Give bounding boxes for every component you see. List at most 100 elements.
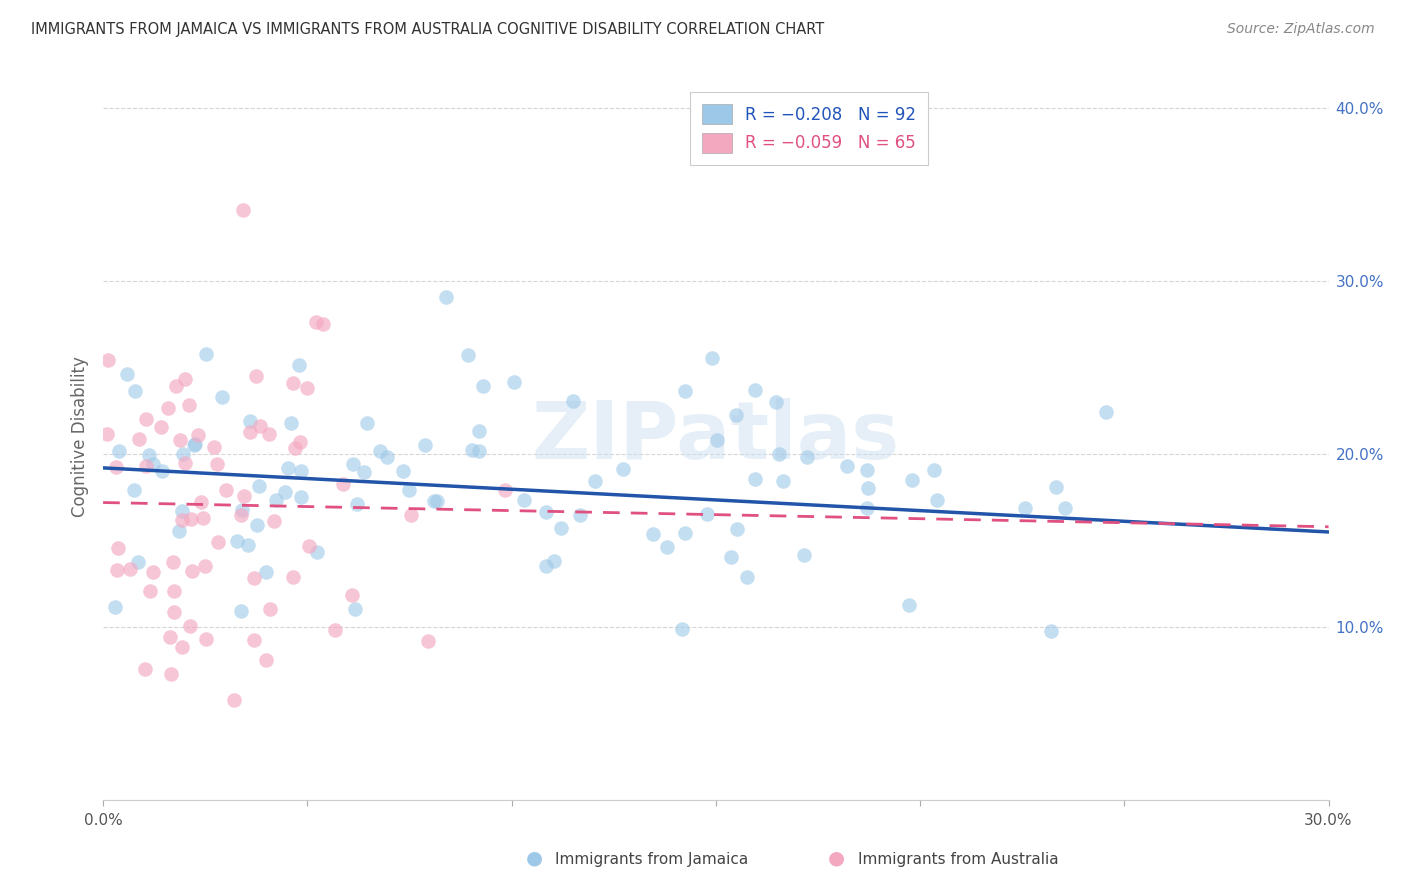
- Point: [696, 507, 718, 521]
- Point: [115, 367, 138, 381]
- Point: [283, 376, 305, 390]
- Point: [562, 393, 585, 408]
- Point: [107, 444, 129, 458]
- Point: [174, 372, 197, 386]
- Point: [288, 434, 311, 449]
- Point: [150, 464, 173, 478]
- Point: [245, 368, 267, 383]
- Point: [243, 571, 266, 585]
- Point: [105, 563, 128, 577]
- Point: [392, 464, 415, 478]
- Point: [194, 559, 217, 574]
- Point: [346, 497, 368, 511]
- Point: [107, 541, 129, 555]
- Point: [323, 623, 346, 637]
- Point: [298, 539, 321, 553]
- Point: [179, 619, 201, 633]
- Point: [332, 476, 354, 491]
- Point: [195, 632, 218, 646]
- Point: [700, 351, 723, 365]
- Point: [1040, 624, 1063, 638]
- Point: [744, 473, 766, 487]
- Point: [368, 444, 391, 458]
- Point: [274, 485, 297, 500]
- Point: [187, 428, 209, 442]
- Point: [254, 566, 277, 580]
- Point: [460, 442, 482, 457]
- Point: [163, 605, 186, 619]
- Point: [97, 352, 120, 367]
- Point: [512, 493, 534, 508]
- Point: [643, 527, 665, 541]
- Point: [856, 481, 879, 495]
- Point: [222, 692, 245, 706]
- Point: [254, 653, 277, 667]
- Point: [706, 433, 728, 447]
- Point: [124, 384, 146, 398]
- Point: [569, 508, 592, 522]
- Point: [232, 489, 254, 503]
- Point: [239, 425, 262, 440]
- Point: [673, 526, 696, 541]
- Point: [128, 432, 150, 446]
- Text: Immigrants from Jamaica: Immigrants from Jamaica: [555, 852, 748, 867]
- Point: [724, 408, 747, 422]
- Point: [181, 564, 204, 578]
- Point: [297, 381, 319, 395]
- Point: [793, 548, 815, 562]
- Point: [1014, 501, 1036, 516]
- Point: [398, 483, 420, 497]
- Point: [142, 565, 165, 579]
- Point: [855, 463, 877, 477]
- Point: [284, 441, 307, 455]
- Point: [467, 424, 489, 438]
- Point: [159, 630, 181, 644]
- Point: [673, 384, 696, 398]
- Point: [305, 315, 328, 329]
- Point: [399, 508, 422, 523]
- Point: [149, 419, 172, 434]
- Point: [353, 465, 375, 479]
- Point: [925, 492, 948, 507]
- Point: [190, 495, 212, 509]
- Point: [283, 569, 305, 583]
- Point: [162, 556, 184, 570]
- Y-axis label: Cognitive Disability: Cognitive Disability: [72, 356, 89, 517]
- Text: ●: ●: [828, 848, 845, 867]
- Point: [1053, 501, 1076, 516]
- Point: [467, 444, 489, 458]
- Point: [239, 414, 262, 428]
- Point: [249, 418, 271, 433]
- Point: [160, 666, 183, 681]
- Point: [135, 459, 157, 474]
- Point: [122, 483, 145, 497]
- Point: [434, 290, 457, 304]
- Point: [263, 514, 285, 528]
- Point: [202, 440, 225, 454]
- Point: [671, 622, 693, 636]
- Point: [142, 457, 165, 471]
- Point: [163, 583, 186, 598]
- Point: [229, 508, 252, 522]
- Point: [344, 602, 367, 616]
- Point: [922, 463, 945, 477]
- Point: [375, 450, 398, 464]
- Text: IMMIGRANTS FROM JAMAICA VS IMMIGRANTS FROM AUSTRALIA COGNITIVE DISABILITY CORREL: IMMIGRANTS FROM JAMAICA VS IMMIGRANTS FR…: [31, 22, 824, 37]
- Point: [169, 433, 191, 447]
- Point: [550, 521, 572, 535]
- Point: [170, 640, 193, 654]
- Point: [583, 474, 606, 488]
- Point: [796, 450, 818, 464]
- Point: [191, 510, 214, 524]
- Point: [342, 588, 364, 602]
- Point: [534, 559, 557, 574]
- Point: [215, 483, 238, 498]
- Point: [290, 491, 312, 505]
- Point: [138, 448, 160, 462]
- Point: [280, 416, 302, 430]
- Point: [494, 483, 516, 498]
- Point: [127, 555, 149, 569]
- Point: [118, 562, 141, 576]
- Point: [277, 461, 299, 475]
- Point: [534, 505, 557, 519]
